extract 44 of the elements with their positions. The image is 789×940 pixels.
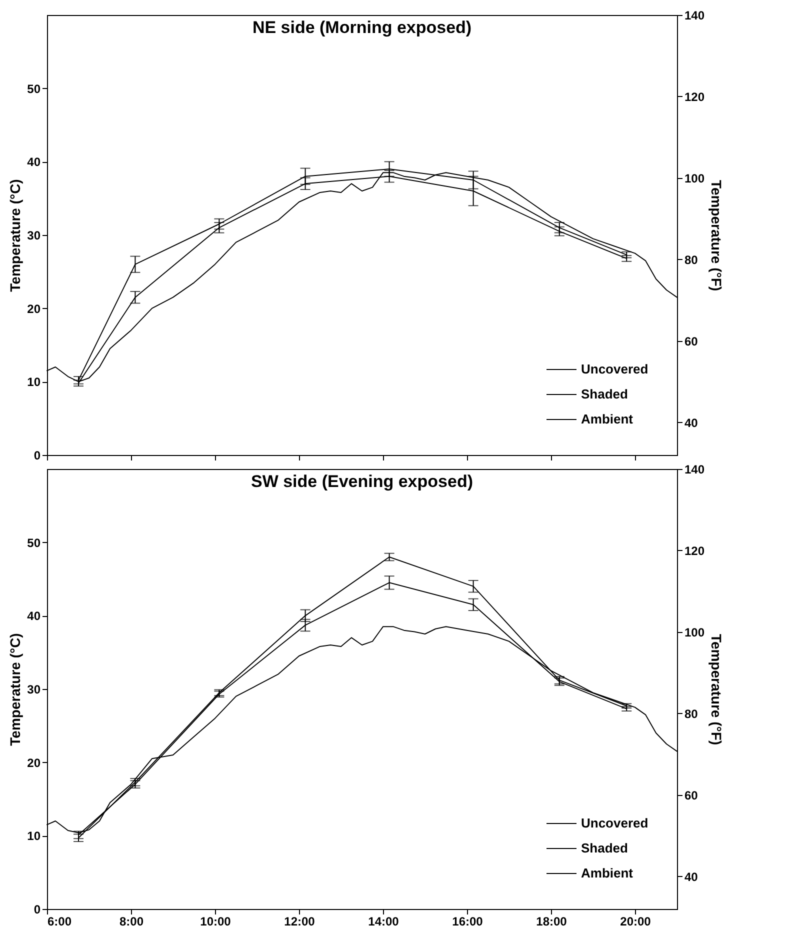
chart-title: SW side (Evening exposed) bbox=[251, 472, 473, 491]
y-tick-label: 50 bbox=[27, 82, 41, 96]
y-tick-label: 0 bbox=[34, 902, 41, 916]
x-tick-label: 8:00 bbox=[119, 914, 144, 928]
y2-axis-title: Temperature (°F) bbox=[708, 634, 725, 746]
x-tick-label: 18:00 bbox=[536, 914, 568, 928]
y-axis-title: Temperature (°C) bbox=[7, 633, 24, 746]
legend-label: Ambient bbox=[581, 412, 634, 426]
x-tick-label: 6:00 bbox=[48, 914, 72, 928]
y-axis-title: Temperature (°C) bbox=[7, 179, 24, 292]
y2-tick-label: 80 bbox=[684, 706, 698, 721]
y-tick-label: 10 bbox=[27, 375, 41, 390]
chart-title: NE side (Morning exposed) bbox=[252, 18, 472, 37]
y-tick-label: 10 bbox=[27, 829, 41, 844]
legend-label: Shaded bbox=[581, 386, 628, 402]
legend-label: Ambient bbox=[581, 866, 634, 880]
y2-tick-label: 100 bbox=[684, 625, 705, 640]
y-tick-label: 30 bbox=[27, 682, 41, 696]
x-tick-label: 20:00 bbox=[620, 914, 652, 928]
x-tick-label: 16:00 bbox=[452, 914, 484, 928]
legend-label: Uncovered bbox=[581, 816, 648, 830]
y-tick-label: 40 bbox=[27, 155, 41, 170]
y-tick-label: 40 bbox=[27, 609, 41, 624]
y-tick-label: 20 bbox=[27, 756, 41, 770]
x-tick-label: 14:00 bbox=[368, 914, 400, 928]
y2-tick-label: 40 bbox=[684, 870, 698, 884]
y-tick-label: 50 bbox=[27, 536, 41, 550]
y2-tick-label: 120 bbox=[684, 544, 705, 558]
x-tick-label: 10:00 bbox=[200, 914, 232, 928]
legend-label: Uncovered bbox=[581, 362, 648, 376]
y2-tick-label: 60 bbox=[684, 788, 698, 802]
y2-tick-label: 40 bbox=[684, 416, 698, 430]
y2-tick-label: 140 bbox=[684, 8, 705, 22]
y2-axis-title: Temperature (°F) bbox=[708, 180, 725, 292]
y2-tick-label: 140 bbox=[684, 462, 705, 476]
y-tick-label: 30 bbox=[27, 228, 41, 242]
y2-tick-label: 120 bbox=[684, 90, 705, 104]
x-tick-label: 12:00 bbox=[284, 914, 316, 928]
y2-tick-label: 60 bbox=[684, 334, 698, 348]
y2-tick-label: 100 bbox=[684, 171, 705, 186]
legend-label: Shaded bbox=[581, 840, 628, 856]
y-tick-label: 0 bbox=[34, 448, 41, 462]
y-tick-label: 20 bbox=[27, 302, 41, 316]
y2-tick-label: 80 bbox=[684, 252, 698, 267]
